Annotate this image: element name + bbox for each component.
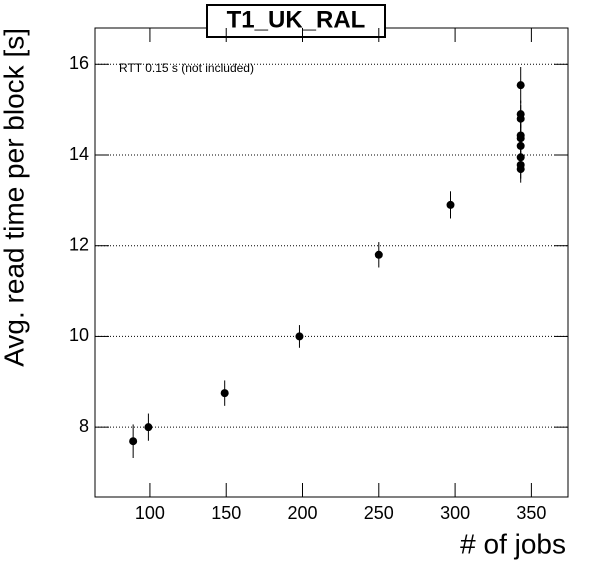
point <box>129 437 138 446</box>
y-tick-label: 10 <box>69 325 89 345</box>
x-tick-label: 300 <box>440 503 470 523</box>
y-tick-label: 12 <box>69 234 89 254</box>
point <box>446 200 455 209</box>
x-tick-label: 250 <box>364 503 394 523</box>
point <box>516 165 525 174</box>
point <box>144 423 153 432</box>
point <box>516 81 525 90</box>
x-tick-label: 150 <box>211 503 241 523</box>
x-tick-label: 200 <box>287 503 317 523</box>
x-tick-label: 350 <box>516 503 546 523</box>
point <box>374 250 383 259</box>
point <box>295 332 304 341</box>
y-tick-label: 14 <box>69 144 89 164</box>
point <box>516 114 525 123</box>
x-tick-label: 100 <box>135 503 165 523</box>
y-tick-label: 16 <box>69 53 89 73</box>
y-tick-label: 8 <box>79 416 89 436</box>
annotation: RTT 0.15 s (not included) <box>119 61 254 75</box>
chart-title: T1_UK_RAL <box>227 6 366 33</box>
point <box>220 389 229 398</box>
x-axis-label: # of jobs <box>460 528 566 559</box>
y-axis-label: Avg. read time per block [s] <box>0 28 29 367</box>
title-box <box>206 4 386 38</box>
